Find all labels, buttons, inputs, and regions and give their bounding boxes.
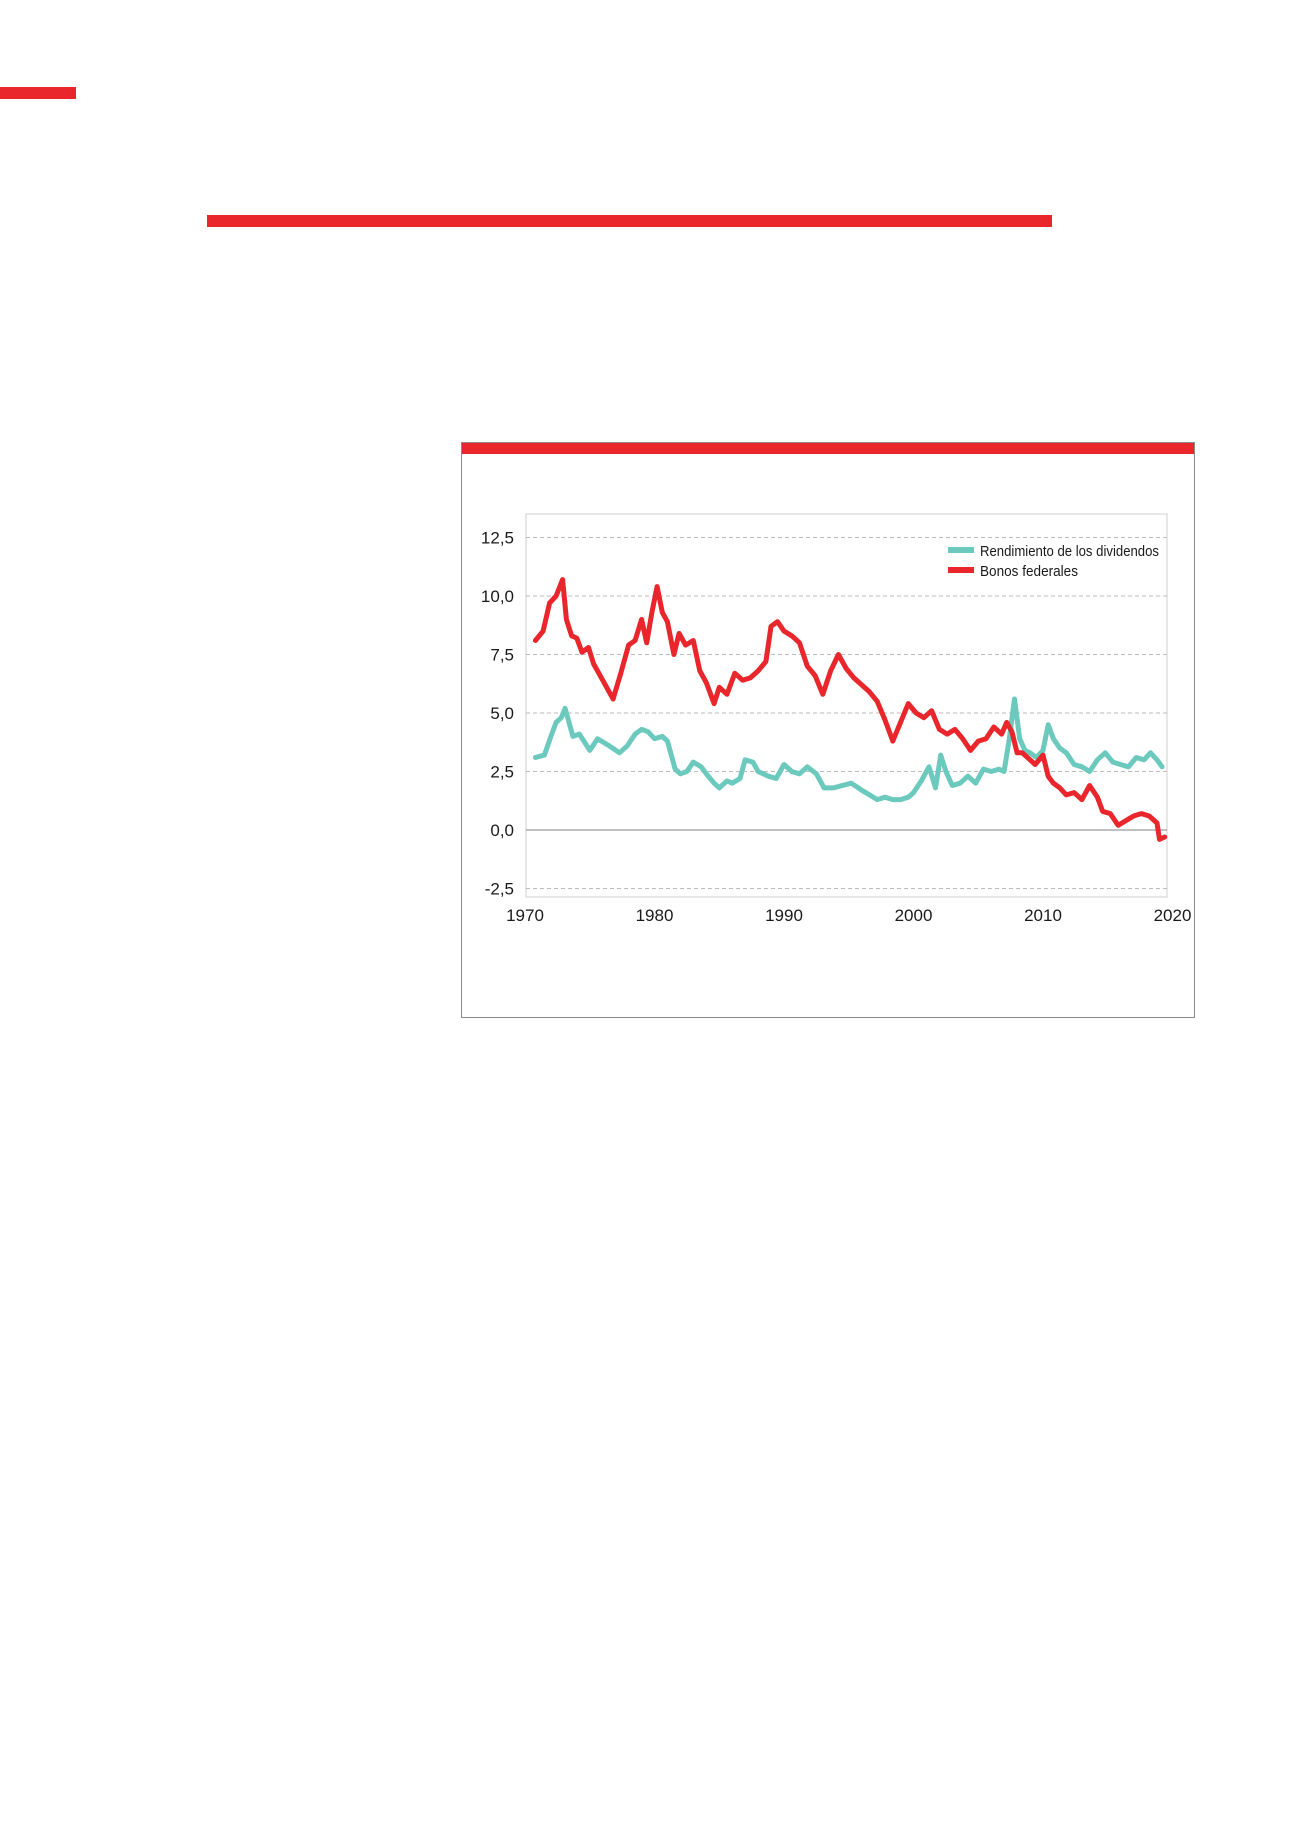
y-axis-ticks: 12,5 10,0 7,5 5,0 2,5 0,0 -2,5 bbox=[481, 529, 514, 899]
x-tick-label: 2000 bbox=[895, 906, 933, 925]
legend: Rendimiento de los dividendos Bonos fede… bbox=[948, 543, 1159, 580]
x-tick-label: 2020 bbox=[1154, 906, 1192, 925]
corner-accent-bar bbox=[0, 87, 76, 99]
series-lines bbox=[532, 577, 1168, 842]
x-axis-ticks: 1970 1980 1990 2000 2010 2020 bbox=[506, 906, 1191, 925]
series-line-federal-bonds bbox=[532, 577, 1168, 842]
x-tick-label: 1970 bbox=[506, 906, 544, 925]
y-tick-label: 7,5 bbox=[490, 646, 514, 665]
plot-area bbox=[525, 513, 1168, 898]
y-tick-label: 5,0 bbox=[490, 704, 514, 723]
legend-label-bonds: Bonos federales bbox=[980, 563, 1078, 580]
chart-header-bar bbox=[462, 443, 1194, 454]
line-chart: 12,5 10,0 7,5 5,0 2,5 0,0 -2,5 1970 1980 1990 200… bbox=[481, 513, 1191, 925]
title-accent-bar bbox=[207, 215, 1052, 227]
y-tick-label: -2,5 bbox=[485, 880, 514, 899]
x-tick-label: 2010 bbox=[1024, 906, 1062, 925]
x-tick-label: 1980 bbox=[636, 906, 674, 925]
x-tick-label: 1990 bbox=[765, 906, 803, 925]
y-tick-label: 10,0 bbox=[481, 587, 514, 606]
chart-panel: 12,5 10,0 7,5 5,0 2,5 0,0 -2,5 1970 1980 1990 200… bbox=[461, 442, 1195, 1018]
y-tick-label: 2,5 bbox=[490, 763, 514, 782]
gridlines bbox=[526, 537, 1167, 889]
y-tick-label: 12,5 bbox=[481, 529, 514, 548]
y-tick-label: 0,0 bbox=[490, 821, 514, 840]
series-line-dividend-yield bbox=[532, 696, 1165, 803]
legend-label-dividend: Rendimiento de los dividendos bbox=[980, 543, 1159, 560]
